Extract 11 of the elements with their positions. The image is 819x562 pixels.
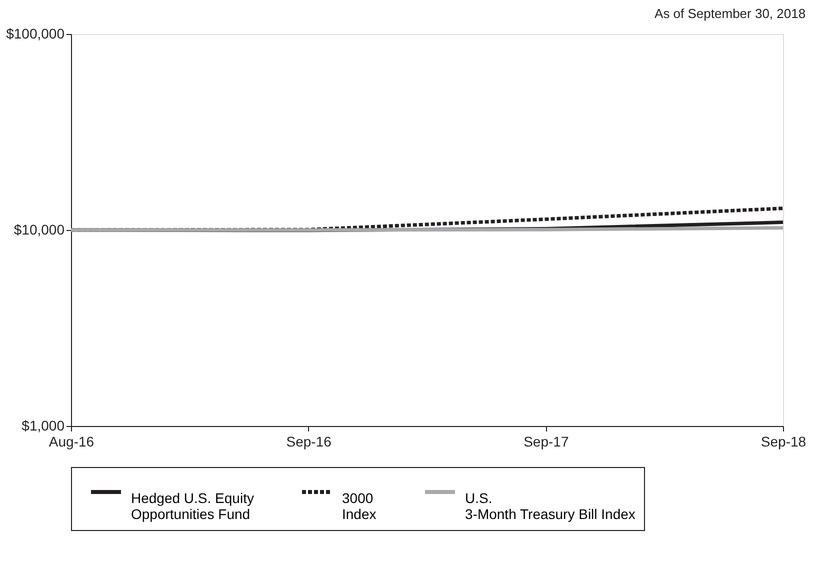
legend-label: U.S. 3-Month Treasury Bill Index [465, 490, 636, 522]
x-tick-label: Sep-17 [524, 434, 569, 450]
text: As of September 30, 2018 [654, 6, 806, 21]
x-tick-label: Sep-18 [760, 434, 806, 450]
y-tick-label: $100,000 [6, 26, 65, 42]
x-tick-label: Aug-16 [48, 434, 94, 450]
y-tick-label: $1,000 [22, 418, 65, 434]
legend-label: Hedged U.S. Equity Opportunities Fund [131, 490, 254, 522]
legend-label: 3000 Index [342, 490, 376, 522]
x-tick-label: Sep-16 [286, 434, 332, 450]
y-tick-label: $10,000 [14, 222, 65, 238]
